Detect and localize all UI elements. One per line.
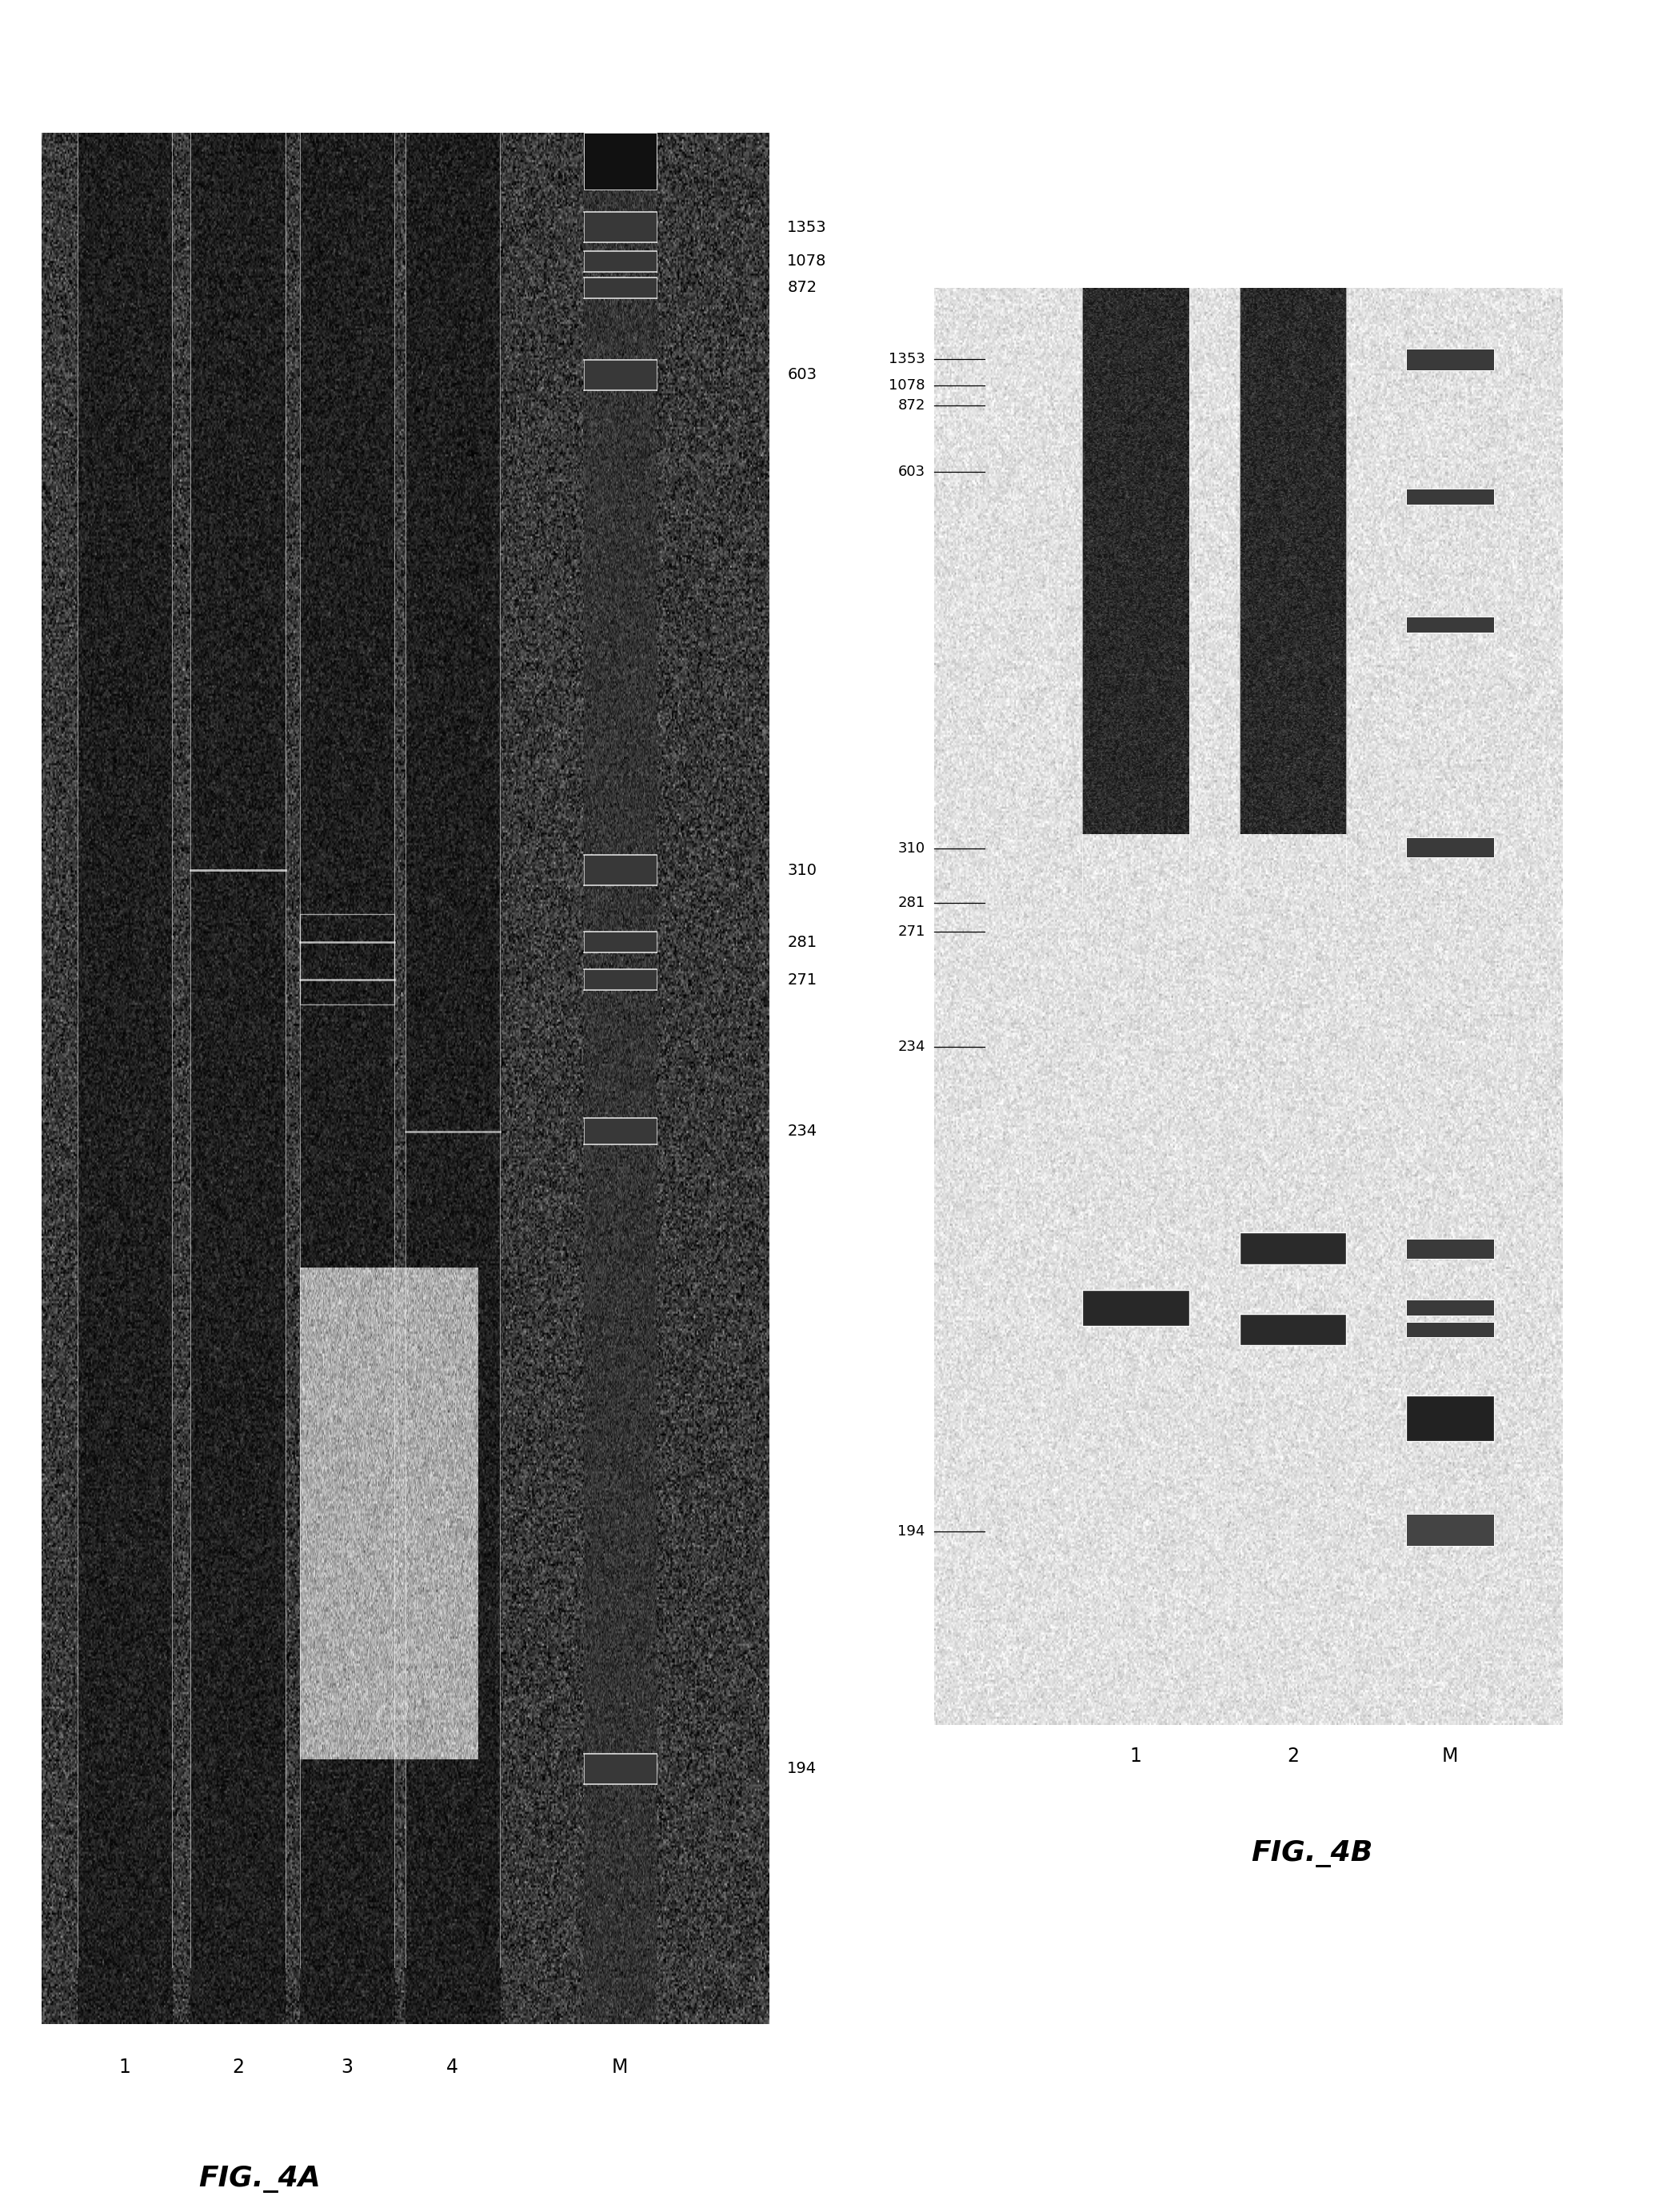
- Text: 872: 872: [898, 398, 925, 414]
- Text: 872: 872: [787, 281, 817, 296]
- Bar: [1406, 1513, 1494, 1546]
- Text: 271: 271: [787, 973, 817, 987]
- Text: 271: 271: [898, 925, 925, 938]
- Text: 3: 3: [341, 2057, 352, 2077]
- Bar: [584, 250, 657, 272]
- Bar: [1406, 1409, 1494, 1427]
- Text: 281: 281: [787, 936, 817, 949]
- Text: 1078: 1078: [888, 378, 925, 392]
- Bar: [584, 276, 657, 299]
- Text: 234: 234: [787, 1124, 817, 1139]
- Text: 310: 310: [898, 841, 925, 856]
- Text: 1353: 1353: [888, 352, 925, 367]
- Bar: [584, 931, 657, 953]
- Bar: [584, 212, 657, 243]
- Bar: [584, 133, 657, 190]
- Bar: [584, 1754, 657, 1783]
- Text: 194: 194: [787, 1761, 817, 1776]
- Text: 2: 2: [232, 2057, 243, 2077]
- Bar: [1082, 1290, 1189, 1325]
- Bar: [1406, 836, 1494, 856]
- Bar: [1406, 1522, 1494, 1542]
- Text: 1: 1: [119, 2057, 131, 2077]
- Text: 603: 603: [898, 465, 925, 478]
- Bar: [1239, 1314, 1346, 1345]
- Text: 4: 4: [447, 2057, 458, 2077]
- Text: 310: 310: [787, 863, 817, 878]
- Text: M: M: [1442, 1747, 1459, 1765]
- Bar: [1406, 1301, 1494, 1316]
- Bar: [1406, 1323, 1494, 1338]
- Bar: [1239, 1232, 1346, 1265]
- Text: 2: 2: [1287, 1747, 1298, 1765]
- Bar: [1406, 1239, 1494, 1259]
- Bar: [584, 1117, 657, 1144]
- Text: 1: 1: [1130, 1747, 1141, 1765]
- Bar: [299, 914, 394, 1004]
- Bar: [1406, 489, 1494, 504]
- Bar: [584, 856, 657, 885]
- Bar: [1406, 617, 1494, 633]
- Text: 194: 194: [898, 1524, 925, 1540]
- Text: 1353: 1353: [787, 219, 827, 234]
- Text: 603: 603: [787, 367, 817, 383]
- Text: 234: 234: [898, 1040, 925, 1053]
- Bar: [584, 361, 657, 389]
- Text: FIG._4B: FIG._4B: [1250, 1840, 1373, 1867]
- Bar: [1406, 349, 1494, 369]
- Bar: [1406, 1396, 1494, 1442]
- Text: FIG._4A: FIG._4A: [198, 2166, 321, 2192]
- Bar: [584, 969, 657, 991]
- Text: 1078: 1078: [787, 254, 827, 270]
- Text: 281: 281: [898, 896, 925, 909]
- Text: M: M: [612, 2057, 629, 2077]
